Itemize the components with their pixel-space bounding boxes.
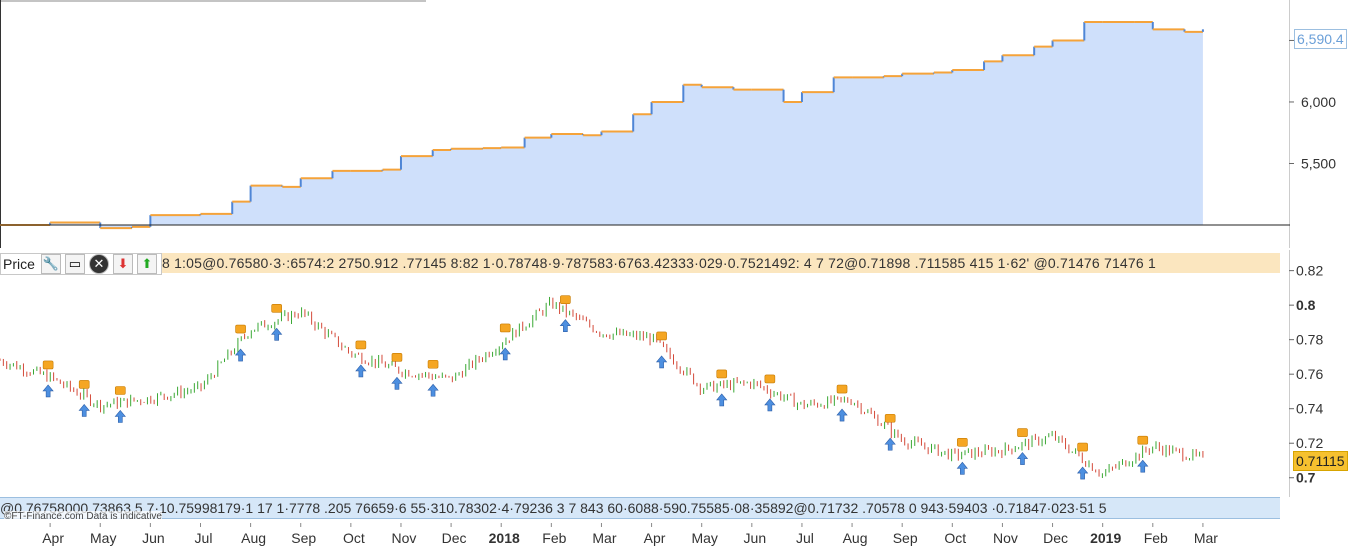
top-trade-strip: 8 1:05@0.76580·3·:6574:2 2750.912 .77145… (162, 253, 1280, 273)
buy-arrow-marker (956, 461, 968, 475)
x-axis: Apr May Jun Jul Aug Sep Oct Nov Dec 2018 Feb Mar Apr… (42, 523, 1218, 546)
buy-arrow-marker (559, 319, 572, 332)
bottom-trade-strip: @0.76758000.73863 5 7·10.75998179·1 17 1… (0, 497, 1280, 519)
x-tick-label: Oct (944, 530, 966, 546)
exit-marker (271, 304, 282, 313)
buy-arrow-marker (391, 376, 403, 390)
x-tick-label: Feb (542, 530, 566, 546)
data-credit: ©FT-Finance.com Data is indicative (4, 511, 162, 522)
buy-arrow-marker (1076, 466, 1089, 480)
price-y-tick-label: 0.7 (1296, 470, 1316, 486)
exit-marker (764, 374, 776, 384)
buy-arrow-marker (884, 437, 896, 451)
exit-marker (560, 295, 571, 304)
price-y-tick-label: 0.8 (1296, 297, 1316, 313)
window-icon[interactable]: ▭ (64, 254, 85, 274)
price-y-axis: 0.82 0.8 0.78 0.76 0.74 0.72 0.7 (1289, 263, 1323, 486)
x-tick-label: Dec (442, 530, 467, 546)
x-tick-label: Jun (142, 530, 165, 546)
price-chart: 0.82 0.8 0.78 0.76 0.74 0.72 0.7 (0, 250, 1323, 497)
buy-arrow-marker (764, 398, 776, 412)
x-tick-label: Apr (42, 530, 64, 546)
exit-marker (716, 369, 728, 379)
price-candles (0, 296, 1204, 479)
x-tick-label: 2018 (489, 530, 520, 546)
exit-marker (1137, 435, 1149, 445)
exit-marker (1077, 442, 1088, 452)
buy-arrow-marker (271, 327, 283, 341)
x-tick-label: Sep (291, 530, 316, 546)
equity-last-value-label: 6,590.4 (1294, 29, 1347, 49)
buy-arrow-marker (234, 348, 247, 362)
price-y-tick-label: 0.76 (1296, 366, 1323, 382)
buy-arrow-marker (655, 355, 668, 369)
close-icon[interactable]: ✕ (88, 254, 109, 274)
buy-arrow-marker (42, 384, 54, 398)
wrench-icon[interactable]: 🔧 (40, 254, 61, 274)
price-y-tick-label: 0.82 (1296, 263, 1323, 279)
x-tick-label: Nov (993, 530, 1018, 546)
buy-arrow-marker (716, 393, 728, 407)
trade-markers (42, 295, 1149, 480)
x-tick-label: Sep (893, 530, 918, 546)
equity-y-tick-label: 5,500 (1301, 155, 1336, 171)
exit-marker (355, 340, 367, 350)
buy-arrow-marker (499, 347, 511, 361)
exit-marker (957, 437, 968, 447)
x-tick-label: Feb (1144, 530, 1168, 546)
x-tick-label: Oct (343, 530, 365, 546)
x-tick-label: Aug (241, 530, 266, 546)
buy-arrow-marker (78, 403, 90, 417)
up-arrow-icon[interactable]: ⬆ (136, 254, 157, 274)
exit-marker (884, 413, 896, 423)
exit-marker (391, 353, 403, 362)
equity-y-tick-label: 6,000 (1301, 94, 1336, 110)
buy-arrow-marker (1016, 452, 1029, 465)
exit-marker (114, 386, 126, 395)
x-tick-label: Apr (644, 530, 666, 546)
exit-marker (1017, 428, 1028, 437)
buy-arrow-marker (114, 410, 126, 423)
exit-marker (235, 324, 246, 334)
exit-marker (42, 360, 54, 370)
price-last-value-label: 0.71115 (1293, 451, 1348, 471)
down-arrow-icon[interactable]: ⬇ (112, 254, 133, 274)
price-y-tick-label: 0.72 (1296, 435, 1323, 451)
price-y-tick-label: 0.78 (1296, 332, 1323, 348)
x-tick-label: May (691, 530, 717, 546)
x-tick-label: Dec (1043, 530, 1068, 546)
x-tick-label: Aug (843, 530, 868, 546)
x-tick-label: Jul (796, 530, 814, 546)
x-tick-label: Mar (1194, 530, 1218, 546)
x-tick-label: 2019 (1090, 530, 1121, 546)
equity-line-segments (0, 21, 1204, 230)
buy-arrow-marker (355, 364, 367, 378)
buy-arrow-marker (427, 383, 439, 397)
x-tick-label: Jun (744, 530, 767, 546)
x-tick-label: Jul (195, 530, 213, 546)
price-series-label: Price (3, 256, 35, 272)
buy-arrow-marker (1137, 459, 1149, 473)
exit-marker (836, 384, 848, 394)
price-toolbar: Price 🔧 ▭ ✕ ⬇ ⬆ (0, 253, 162, 275)
exit-marker (427, 359, 439, 369)
exit-marker (656, 331, 667, 341)
x-tick-label: Nov (392, 530, 417, 546)
exit-marker (499, 323, 511, 333)
x-tick-label: Mar (592, 530, 616, 546)
price-y-tick-label: 0.74 (1296, 401, 1323, 417)
exit-marker (78, 380, 90, 389)
buy-arrow-marker (836, 408, 848, 422)
equity-area-fill (0, 22, 1203, 229)
x-tick-label: May (90, 530, 116, 546)
